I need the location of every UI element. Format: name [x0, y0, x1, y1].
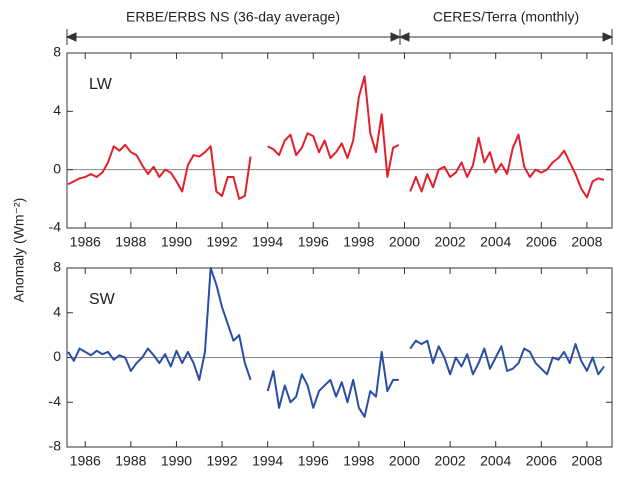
x-tick-label: 1990 — [161, 453, 192, 469]
y-tick-label: -4 — [49, 393, 62, 409]
y-tick-label: 4 — [53, 102, 61, 118]
y-tick-label: 8 — [53, 259, 61, 275]
x-tick-label: 1992 — [206, 234, 237, 250]
x-tick-label: 1988 — [115, 234, 146, 250]
x-tick-label: 1988 — [115, 453, 146, 469]
x-tick-label: 1992 — [206, 453, 237, 469]
x-tick-label: 1996 — [298, 234, 329, 250]
x-tick-label: 2002 — [435, 234, 466, 250]
x-tick-label: 2000 — [389, 234, 420, 250]
x-tick-label: 2006 — [526, 453, 557, 469]
x-tick-label: 1998 — [343, 234, 374, 250]
x-tick-label: 1986 — [70, 234, 101, 250]
y-tick-label: 0 — [53, 348, 61, 364]
data-line — [67, 75, 605, 200]
x-tick-label: 1996 — [298, 453, 329, 469]
y-tick-label: 0 — [53, 160, 61, 176]
panel-label: SW — [89, 291, 116, 308]
x-tick-label: 1986 — [70, 453, 101, 469]
x-tick-label: 2000 — [389, 453, 420, 469]
y-tick-label: -4 — [49, 219, 62, 235]
panel-label: LW — [89, 76, 113, 93]
x-tick-label: 2004 — [480, 234, 511, 250]
data-line — [67, 267, 605, 418]
header-right: CERES/Terra (monthly) — [433, 9, 579, 25]
x-tick-label: 2004 — [480, 453, 511, 469]
y-tick-label: 4 — [53, 303, 61, 319]
x-tick-label: 1994 — [252, 234, 283, 250]
x-tick-label: 2008 — [571, 234, 602, 250]
y-tick-label: -8 — [49, 438, 62, 454]
plot-frame — [66, 52, 613, 229]
x-tick-label: 2002 — [435, 453, 466, 469]
y-axis-label: Anomaly (Wm⁻²) — [11, 198, 27, 303]
x-tick-label: 2008 — [571, 453, 602, 469]
x-tick-label: 1990 — [161, 234, 192, 250]
header-left: ERBE/ERBS NS (36-day average) — [126, 9, 340, 25]
x-tick-label: 1998 — [343, 453, 374, 469]
header-arrows — [65, 29, 614, 45]
x-tick-label: 1994 — [252, 453, 283, 469]
y-tick-label: 8 — [53, 44, 61, 60]
x-tick-label: 2006 — [526, 234, 557, 250]
